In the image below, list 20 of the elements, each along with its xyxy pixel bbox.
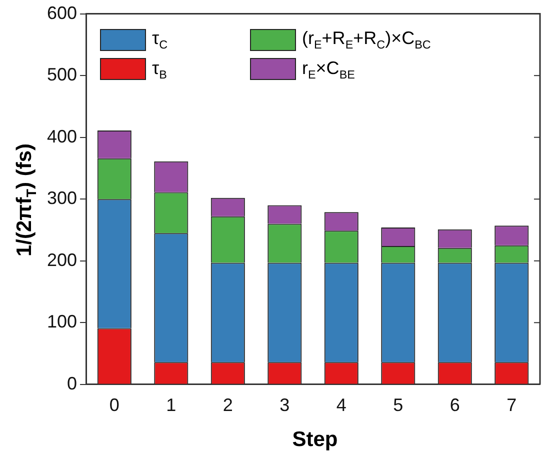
x-tick-label: 2 (222, 395, 233, 416)
legend-label: r$_{E}$×C$_{BE}$ (302, 58, 355, 82)
x-tick-label: 5 (393, 395, 404, 416)
legend-label: τ$_{B}$ (152, 58, 167, 82)
y-tick-label: 600 (46, 2, 78, 23)
x-tick-label: 3 (280, 395, 290, 416)
y-tick-label: 200 (46, 250, 78, 270)
y-tick-label: 0 (67, 373, 78, 394)
x-tick-label: 1 (166, 395, 176, 416)
legend-label: τ$_{C}$ (152, 28, 168, 52)
y-tick-label: 400 (46, 126, 78, 146)
y-tick-label: 100 (46, 312, 78, 332)
y-tick-label: 300 (46, 188, 78, 208)
y-tick-label: 500 (46, 64, 78, 85)
x-tick-label: 0 (109, 395, 120, 416)
x-tick-label: 7 (506, 395, 517, 416)
x-axis-title: Step (292, 428, 338, 452)
x-tick-label: 6 (450, 395, 460, 416)
x-tick-label: 4 (336, 395, 346, 416)
legend-label: (r$_{E}$+R$_{E}$+R$_{C}$)×C$_{BC}$ (302, 28, 431, 52)
